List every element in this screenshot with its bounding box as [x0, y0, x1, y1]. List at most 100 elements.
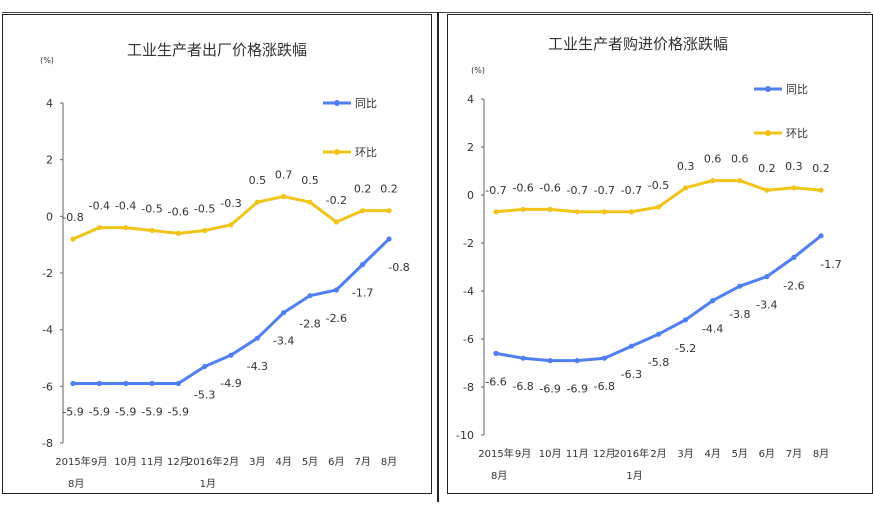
- data-point: [333, 287, 339, 293]
- data-point: [228, 222, 234, 228]
- data-label: -1.7: [820, 258, 841, 271]
- top-border-line: [2, 12, 871, 13]
- x-tick-label: 10月: [539, 448, 562, 460]
- data-label: 0.2: [380, 183, 398, 196]
- data-point: [254, 335, 260, 341]
- data-point: [70, 236, 76, 242]
- data-label: -6.8: [512, 380, 533, 393]
- data-label: -0.8: [62, 211, 83, 224]
- x-tick-label: 4月: [704, 448, 720, 460]
- data-point: [281, 310, 287, 316]
- chart-title: 工业生产者购进价格涨跌幅: [548, 35, 728, 53]
- y-tick-label: -6: [42, 380, 53, 393]
- data-label: 0.2: [354, 183, 372, 196]
- data-point: [70, 380, 76, 387]
- data-point: [333, 219, 339, 225]
- data-label: -0.4: [115, 200, 136, 213]
- data-label: -6.3: [621, 368, 642, 381]
- chart-panel-output-prices: 工业生产者出厂价格涨跌幅 (%) 4 2 0 -2 -4 -6 -8 2015年 8月 9月 10月…: [2, 14, 432, 494]
- chart-purchase-prices: 工业生产者购进价格涨跌幅 (%) 4 2 0 -2 -4 -6 -8 -10 2015年 8月 9月…: [456, 35, 842, 482]
- data-label: 0.6: [731, 153, 749, 166]
- data-label: -5.3: [194, 389, 215, 402]
- y-tick-label: 0: [467, 189, 474, 202]
- data-point: [520, 355, 526, 361]
- data-label: -6.6: [485, 375, 506, 388]
- x-tick-label: 2015年: [55, 455, 90, 468]
- data-point: [655, 331, 662, 337]
- data-point: [202, 227, 208, 234]
- x-tick-label: 8月: [381, 456, 397, 468]
- data-point: [628, 343, 635, 349]
- y-tick-label: -2: [463, 237, 474, 250]
- data-point: [764, 274, 770, 280]
- x-tick-label: 10月: [114, 456, 137, 468]
- data-point: [710, 178, 716, 184]
- x-tick-label: 12月: [593, 448, 616, 460]
- data-point: [307, 199, 313, 205]
- data-label: -0.7: [485, 184, 506, 197]
- data-point: [123, 225, 129, 231]
- data-label: 0.3: [677, 160, 695, 173]
- data-point: [149, 380, 155, 387]
- data-label: -0.2: [326, 194, 347, 207]
- data-point: [520, 206, 526, 212]
- data-point: [281, 193, 287, 200]
- data-label: -5.9: [115, 406, 136, 419]
- series-group: -5.9 -5.9 -5.9 -5.9 -5.9 -5.3 -4.9 -4.3 -3.4 -2.8…: [62, 169, 409, 419]
- data-label: -5.9: [168, 406, 189, 419]
- data-point: [737, 283, 743, 289]
- x-tick-label: 2016年: [187, 455, 222, 468]
- data-point: [360, 261, 366, 268]
- legend-label: 环比: [786, 127, 808, 140]
- data-label: -0.6: [512, 181, 533, 194]
- data-label: -5.9: [89, 406, 110, 419]
- data-point: [764, 187, 770, 193]
- data-label: -0.5: [648, 179, 669, 192]
- data-label: -1.7: [352, 287, 373, 300]
- legend-label: 环比: [355, 146, 377, 159]
- x-tick-label: 9月: [515, 448, 531, 460]
- data-point: [175, 230, 181, 236]
- data-point: [386, 236, 392, 242]
- data-point: [493, 209, 499, 215]
- data-label: 0.2: [812, 162, 830, 175]
- data-label: -2.6: [326, 312, 347, 325]
- x-tick-label: 6月: [759, 448, 775, 460]
- data-label: -0.7: [567, 184, 588, 197]
- data-point: [601, 355, 607, 361]
- y-tick-label: 4: [467, 93, 474, 106]
- legend-swatch-marker: [765, 130, 771, 136]
- chart-panel-purchase-prices: 工业生产者购进价格涨跌幅 (%) 4 2 0 -2 -4 -6 -8 -10 2015年 8月 9月…: [447, 14, 873, 494]
- x-tick-label: 3月: [677, 448, 693, 460]
- data-point: [547, 206, 553, 212]
- data-label: -6.9: [567, 383, 588, 396]
- legend-label: 同比: [355, 97, 377, 110]
- y-tick-label: 2: [467, 141, 474, 154]
- data-point: [818, 187, 824, 193]
- y-tick-label: 0: [46, 210, 53, 223]
- data-label: -0.8: [388, 261, 409, 274]
- y-unit-label: (%): [40, 56, 54, 65]
- x-tick-label: 2月: [650, 448, 666, 460]
- data-label: -0.5: [141, 203, 162, 216]
- x-tick-label: 5月: [302, 456, 318, 468]
- data-label: -3.4: [273, 335, 294, 348]
- x-tick-label: 9月: [91, 456, 107, 468]
- data-label: -2.6: [783, 279, 804, 292]
- data-point: [547, 358, 553, 364]
- data-label: -0.4: [89, 200, 110, 213]
- data-point: [254, 199, 260, 205]
- data-label: -6.8: [594, 380, 615, 393]
- y-tick-label: -4: [463, 285, 474, 298]
- legend-swatch-marker: [334, 149, 340, 155]
- x-tick-label: 4月: [275, 456, 291, 468]
- x-tick-label: 8月: [491, 470, 507, 482]
- data-label: -4.9: [220, 377, 241, 390]
- data-label: -0.6: [539, 181, 560, 194]
- data-point: [175, 380, 181, 387]
- data-label: 0.3: [785, 160, 803, 173]
- data-point: [601, 209, 607, 215]
